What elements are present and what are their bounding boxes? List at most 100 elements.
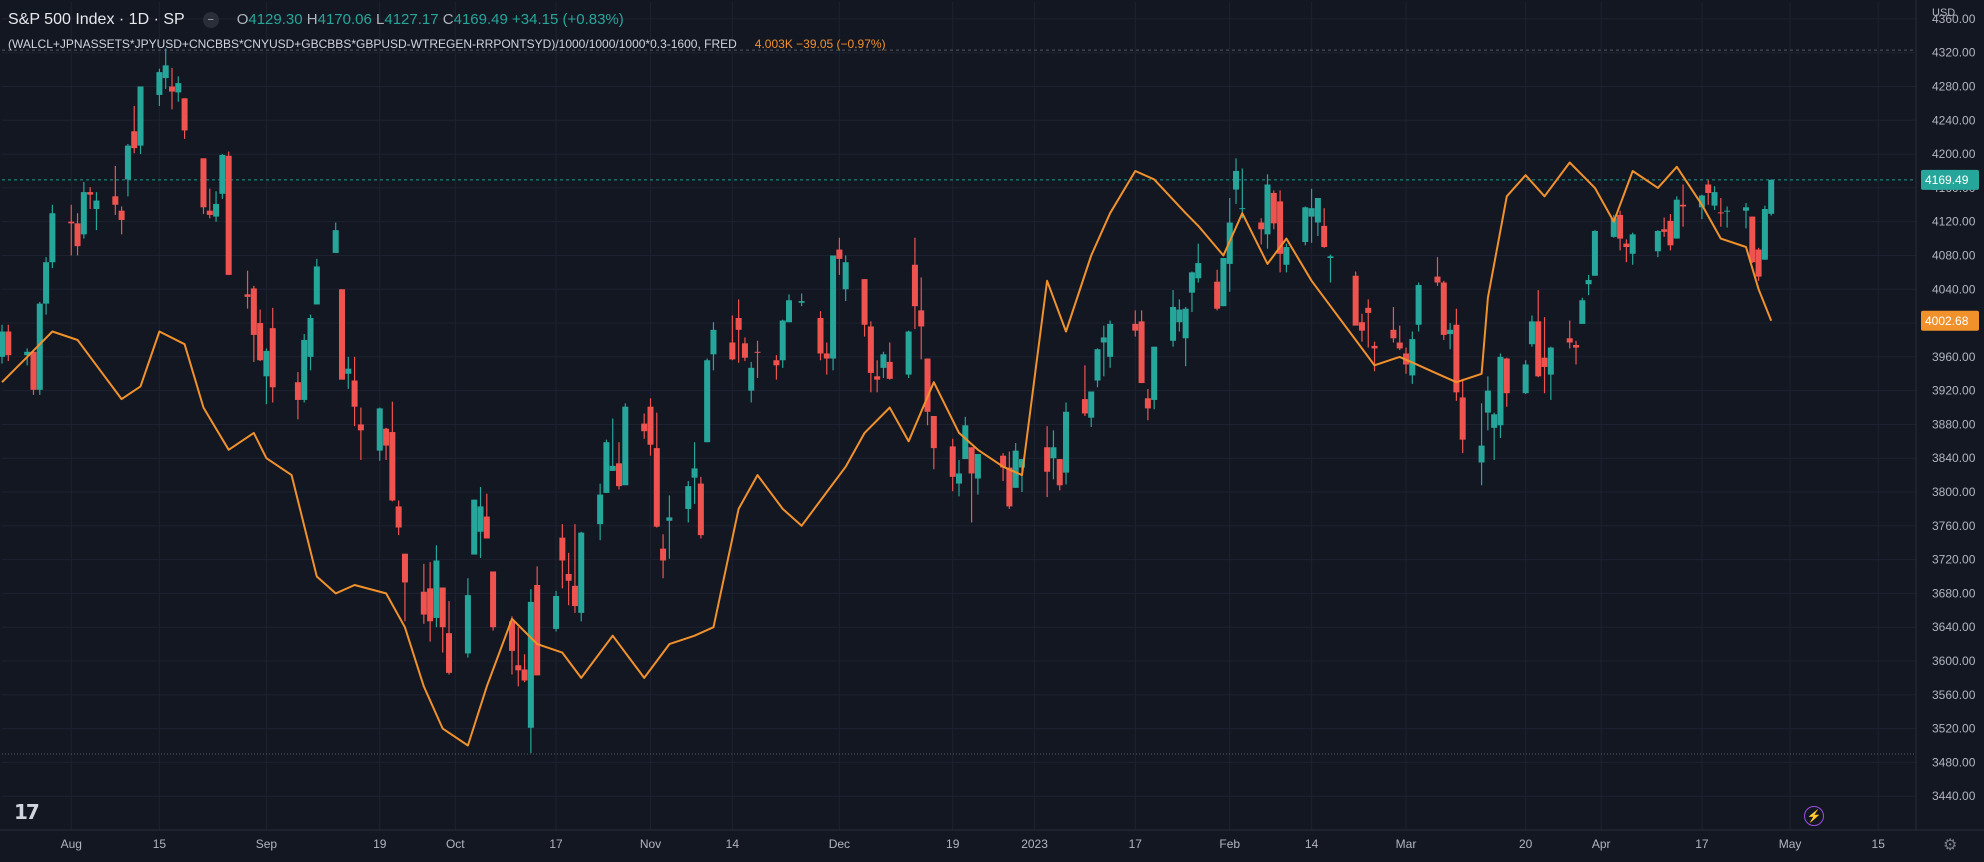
candle[interactable] (666, 495, 673, 559)
indicator-formula[interactable]: (WALCL+JPNASSETS*JPYUSD+CNCBBS*CNYUSD+GB… (8, 37, 737, 51)
candle[interactable] (68, 204, 75, 256)
candle[interactable] (1050, 430, 1057, 480)
candle[interactable] (1434, 257, 1441, 286)
candle[interactable] (823, 342, 830, 375)
candle[interactable] (1365, 299, 1372, 348)
candle[interactable] (1755, 247, 1762, 281)
candle[interactable] (691, 442, 698, 504)
candle[interactable] (949, 438, 956, 492)
candle[interactable] (200, 158, 207, 215)
candle[interactable] (616, 442, 623, 490)
candle[interactable] (1673, 196, 1680, 239)
candle[interactable] (0, 324, 5, 364)
candle[interactable] (886, 342, 893, 380)
candle[interactable] (842, 255, 849, 302)
candle[interactable] (357, 407, 364, 460)
candle[interactable] (1579, 297, 1586, 324)
candle[interactable] (263, 348, 270, 405)
candle[interactable] (559, 524, 566, 589)
candle[interactable] (36, 301, 43, 395)
candle[interactable] (905, 330, 912, 378)
candle[interactable] (93, 192, 100, 231)
candle[interactable] (1768, 179, 1775, 216)
candle[interactable] (1591, 230, 1598, 276)
gear-icon[interactable]: ⚙ (1943, 837, 1958, 854)
candle[interactable] (420, 563, 427, 624)
candle[interactable] (206, 188, 213, 219)
candle[interactable] (653, 412, 660, 528)
candle[interactable] (301, 334, 308, 403)
candle[interactable] (43, 257, 50, 315)
candle[interactable] (1667, 214, 1674, 251)
candle[interactable] (446, 601, 453, 675)
candle[interactable] (697, 476, 704, 539)
candle[interactable] (729, 315, 736, 361)
candle[interactable] (181, 98, 188, 139)
candle[interactable] (710, 322, 717, 371)
candle[interactable] (1661, 217, 1668, 237)
candle[interactable] (433, 545, 440, 628)
candle[interactable] (1214, 269, 1221, 311)
candle[interactable] (389, 401, 396, 502)
candle[interactable] (956, 459, 962, 497)
candle[interactable] (1151, 346, 1158, 410)
candle[interactable] (307, 314, 314, 371)
candle[interactable] (313, 258, 320, 305)
candle[interactable] (622, 403, 629, 486)
candle[interactable] (490, 571, 497, 631)
candle[interactable] (1409, 331, 1416, 384)
candle[interactable] (477, 486, 484, 558)
candle[interactable] (880, 351, 887, 378)
candle[interactable] (1566, 320, 1573, 349)
lightning-icon[interactable]: ⚡ (1804, 806, 1824, 826)
candle[interactable] (1176, 299, 1183, 332)
circle-minus-icon[interactable]: − (202, 12, 219, 28)
candle[interactable] (1283, 243, 1290, 273)
candle[interactable] (1617, 210, 1624, 251)
candle[interactable] (1573, 340, 1580, 365)
candle[interactable] (974, 454, 981, 495)
candle[interactable] (1623, 239, 1630, 263)
candle[interactable] (1447, 323, 1454, 350)
candle[interactable] (1144, 388, 1151, 421)
candle[interactable] (124, 143, 131, 197)
candle[interactable] (1491, 412, 1498, 460)
candle[interactable] (704, 358, 711, 443)
candle[interactable] (1629, 232, 1636, 265)
candle[interactable] (1264, 174, 1271, 249)
candle[interactable] (294, 372, 301, 420)
candle[interactable] (867, 321, 874, 393)
candle[interactable] (131, 105, 138, 154)
candle[interactable] (968, 447, 975, 523)
candle[interactable] (830, 255, 837, 371)
candle[interactable] (1138, 310, 1145, 384)
candle[interactable] (1270, 190, 1277, 230)
candle[interactable] (1541, 317, 1548, 394)
price-axis-panel[interactable] (1916, 0, 1984, 862)
candle[interactable] (918, 277, 925, 360)
candle[interactable] (1478, 403, 1485, 486)
candle[interactable] (685, 481, 692, 523)
candle[interactable] (1484, 376, 1491, 431)
candle[interactable] (565, 552, 572, 606)
candle[interactable] (534, 566, 541, 676)
candle[interactable] (244, 270, 251, 309)
candle[interactable] (1006, 451, 1013, 509)
liquidity-line[interactable] (1, 161, 1773, 747)
candle[interactable] (80, 181, 87, 239)
candle[interactable] (754, 340, 761, 378)
candle[interactable] (779, 319, 786, 368)
candle[interactable] (1188, 271, 1195, 313)
candle[interactable] (1724, 206, 1731, 228)
candle[interactable] (773, 355, 780, 380)
candle[interactable] (597, 483, 604, 541)
candle[interactable] (1535, 290, 1542, 378)
candle[interactable] (1711, 186, 1718, 210)
candle[interactable] (219, 154, 226, 199)
candle[interactable] (74, 213, 81, 256)
candle[interactable] (250, 285, 257, 362)
candle[interactable] (930, 416, 937, 470)
candle[interactable] (874, 360, 881, 393)
candle[interactable] (162, 48, 169, 90)
candle[interactable] (351, 356, 358, 427)
